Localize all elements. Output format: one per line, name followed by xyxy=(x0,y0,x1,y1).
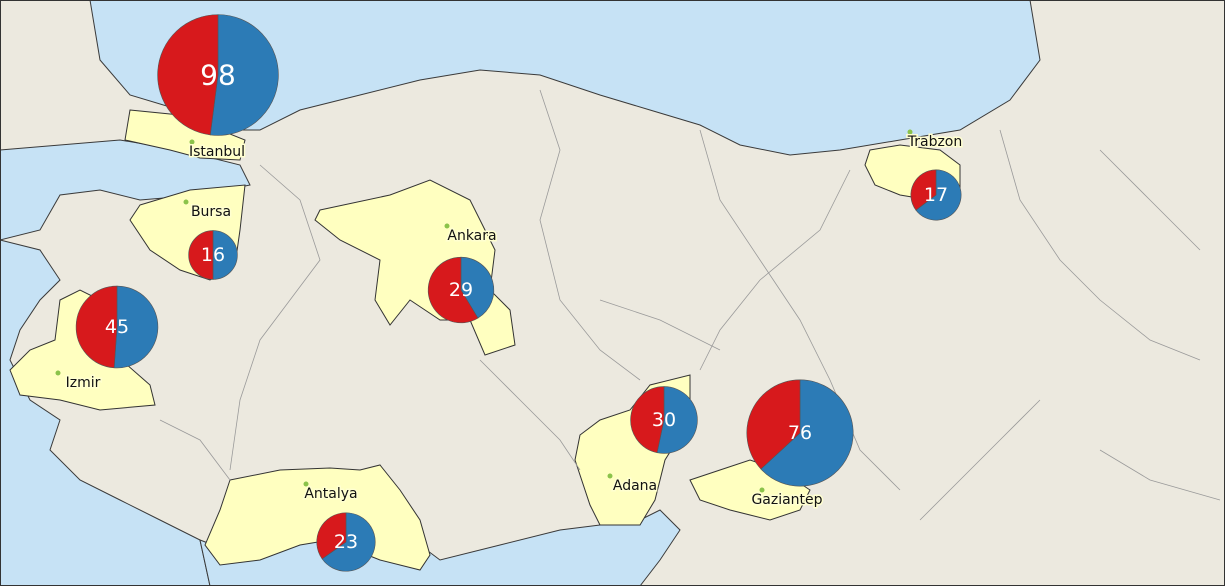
pie-total: 98 xyxy=(200,59,236,92)
province-border xyxy=(159,89,1221,521)
pie-wedge xyxy=(316,512,347,560)
city-dot xyxy=(444,223,450,229)
pie-wedge xyxy=(113,285,159,369)
pie-total: 45 xyxy=(105,316,129,338)
pie-total: 17 xyxy=(924,184,948,206)
city-dot xyxy=(607,473,613,479)
pie-wedge xyxy=(915,169,962,221)
city-label: Istanbul xyxy=(189,144,245,160)
city-label: Izmir xyxy=(66,375,101,391)
pie-wedge xyxy=(760,379,854,487)
pie-total: 29 xyxy=(449,279,473,301)
pie-total: 16 xyxy=(201,244,225,266)
pie-total: 30 xyxy=(652,409,676,431)
city-label: Trabzon xyxy=(907,134,963,150)
pie-wedge xyxy=(460,256,495,319)
pie-wedge xyxy=(188,230,214,280)
pie-wedge xyxy=(321,512,376,572)
city-dot xyxy=(189,139,195,145)
pie-wedge xyxy=(910,169,937,211)
pie-wedge xyxy=(209,14,279,136)
city-dot xyxy=(907,129,913,135)
pie-total: 76 xyxy=(788,422,812,444)
city-dot xyxy=(759,487,765,493)
city-label: Bursa xyxy=(191,204,231,220)
pie-wedge xyxy=(75,285,118,369)
pie-wedge xyxy=(630,386,665,454)
pie-wedge xyxy=(157,14,219,136)
city-dot xyxy=(55,370,61,376)
pie-wedge xyxy=(656,386,698,454)
city-label: Antalya xyxy=(304,486,357,502)
pie-wedge xyxy=(427,256,479,324)
city-dot xyxy=(183,199,189,205)
city-label: Adana xyxy=(613,478,657,494)
pie-wedge xyxy=(212,230,238,280)
city-dot xyxy=(303,481,309,487)
city-label: Ankara xyxy=(447,228,496,244)
pie-total: 23 xyxy=(334,531,358,553)
pie-wedge xyxy=(746,379,801,470)
city-label: Gaziantep xyxy=(751,492,822,508)
